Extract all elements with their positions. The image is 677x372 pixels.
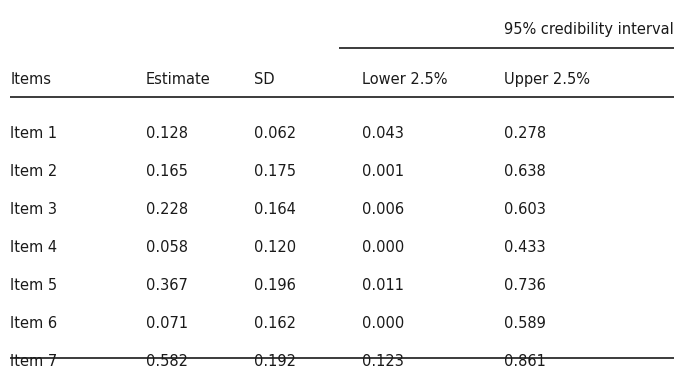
Text: Item 7: Item 7 xyxy=(10,354,58,369)
Text: 0.603: 0.603 xyxy=(504,202,546,217)
Text: Items: Items xyxy=(10,72,51,87)
Text: Item 5: Item 5 xyxy=(10,278,58,293)
Text: 0.071: 0.071 xyxy=(146,316,188,331)
Text: 0.582: 0.582 xyxy=(146,354,188,369)
Text: 0.278: 0.278 xyxy=(504,126,546,141)
Text: 0.164: 0.164 xyxy=(254,202,296,217)
Text: 0.120: 0.120 xyxy=(254,240,296,255)
Text: 95% credibility interval: 95% credibility interval xyxy=(504,22,674,37)
Text: 0.589: 0.589 xyxy=(504,316,546,331)
Text: Item 2: Item 2 xyxy=(10,164,58,179)
Text: Item 1: Item 1 xyxy=(10,126,58,141)
Text: 0.000: 0.000 xyxy=(362,316,404,331)
Text: 0.058: 0.058 xyxy=(146,240,188,255)
Text: 0.011: 0.011 xyxy=(362,278,404,293)
Text: 0.433: 0.433 xyxy=(504,240,546,255)
Text: 0.861: 0.861 xyxy=(504,354,546,369)
Text: 0.175: 0.175 xyxy=(254,164,296,179)
Text: Lower 2.5%: Lower 2.5% xyxy=(362,72,447,87)
Text: 0.128: 0.128 xyxy=(146,126,188,141)
Text: 0.367: 0.367 xyxy=(146,278,188,293)
Text: 0.196: 0.196 xyxy=(254,278,296,293)
Text: 0.162: 0.162 xyxy=(254,316,296,331)
Text: 0.000: 0.000 xyxy=(362,240,404,255)
Text: Item 4: Item 4 xyxy=(10,240,58,255)
Text: 0.165: 0.165 xyxy=(146,164,188,179)
Text: 0.043: 0.043 xyxy=(362,126,404,141)
Text: Item 3: Item 3 xyxy=(10,202,57,217)
Text: 0.001: 0.001 xyxy=(362,164,404,179)
Text: Item 6: Item 6 xyxy=(10,316,58,331)
Text: SD: SD xyxy=(254,72,274,87)
Text: 0.192: 0.192 xyxy=(254,354,296,369)
Text: 0.638: 0.638 xyxy=(504,164,546,179)
Text: 0.006: 0.006 xyxy=(362,202,404,217)
Text: 0.736: 0.736 xyxy=(504,278,546,293)
Text: Upper 2.5%: Upper 2.5% xyxy=(504,72,590,87)
Text: 0.123: 0.123 xyxy=(362,354,404,369)
Text: 0.228: 0.228 xyxy=(146,202,188,217)
Text: Estimate: Estimate xyxy=(146,72,211,87)
Text: 0.062: 0.062 xyxy=(254,126,296,141)
